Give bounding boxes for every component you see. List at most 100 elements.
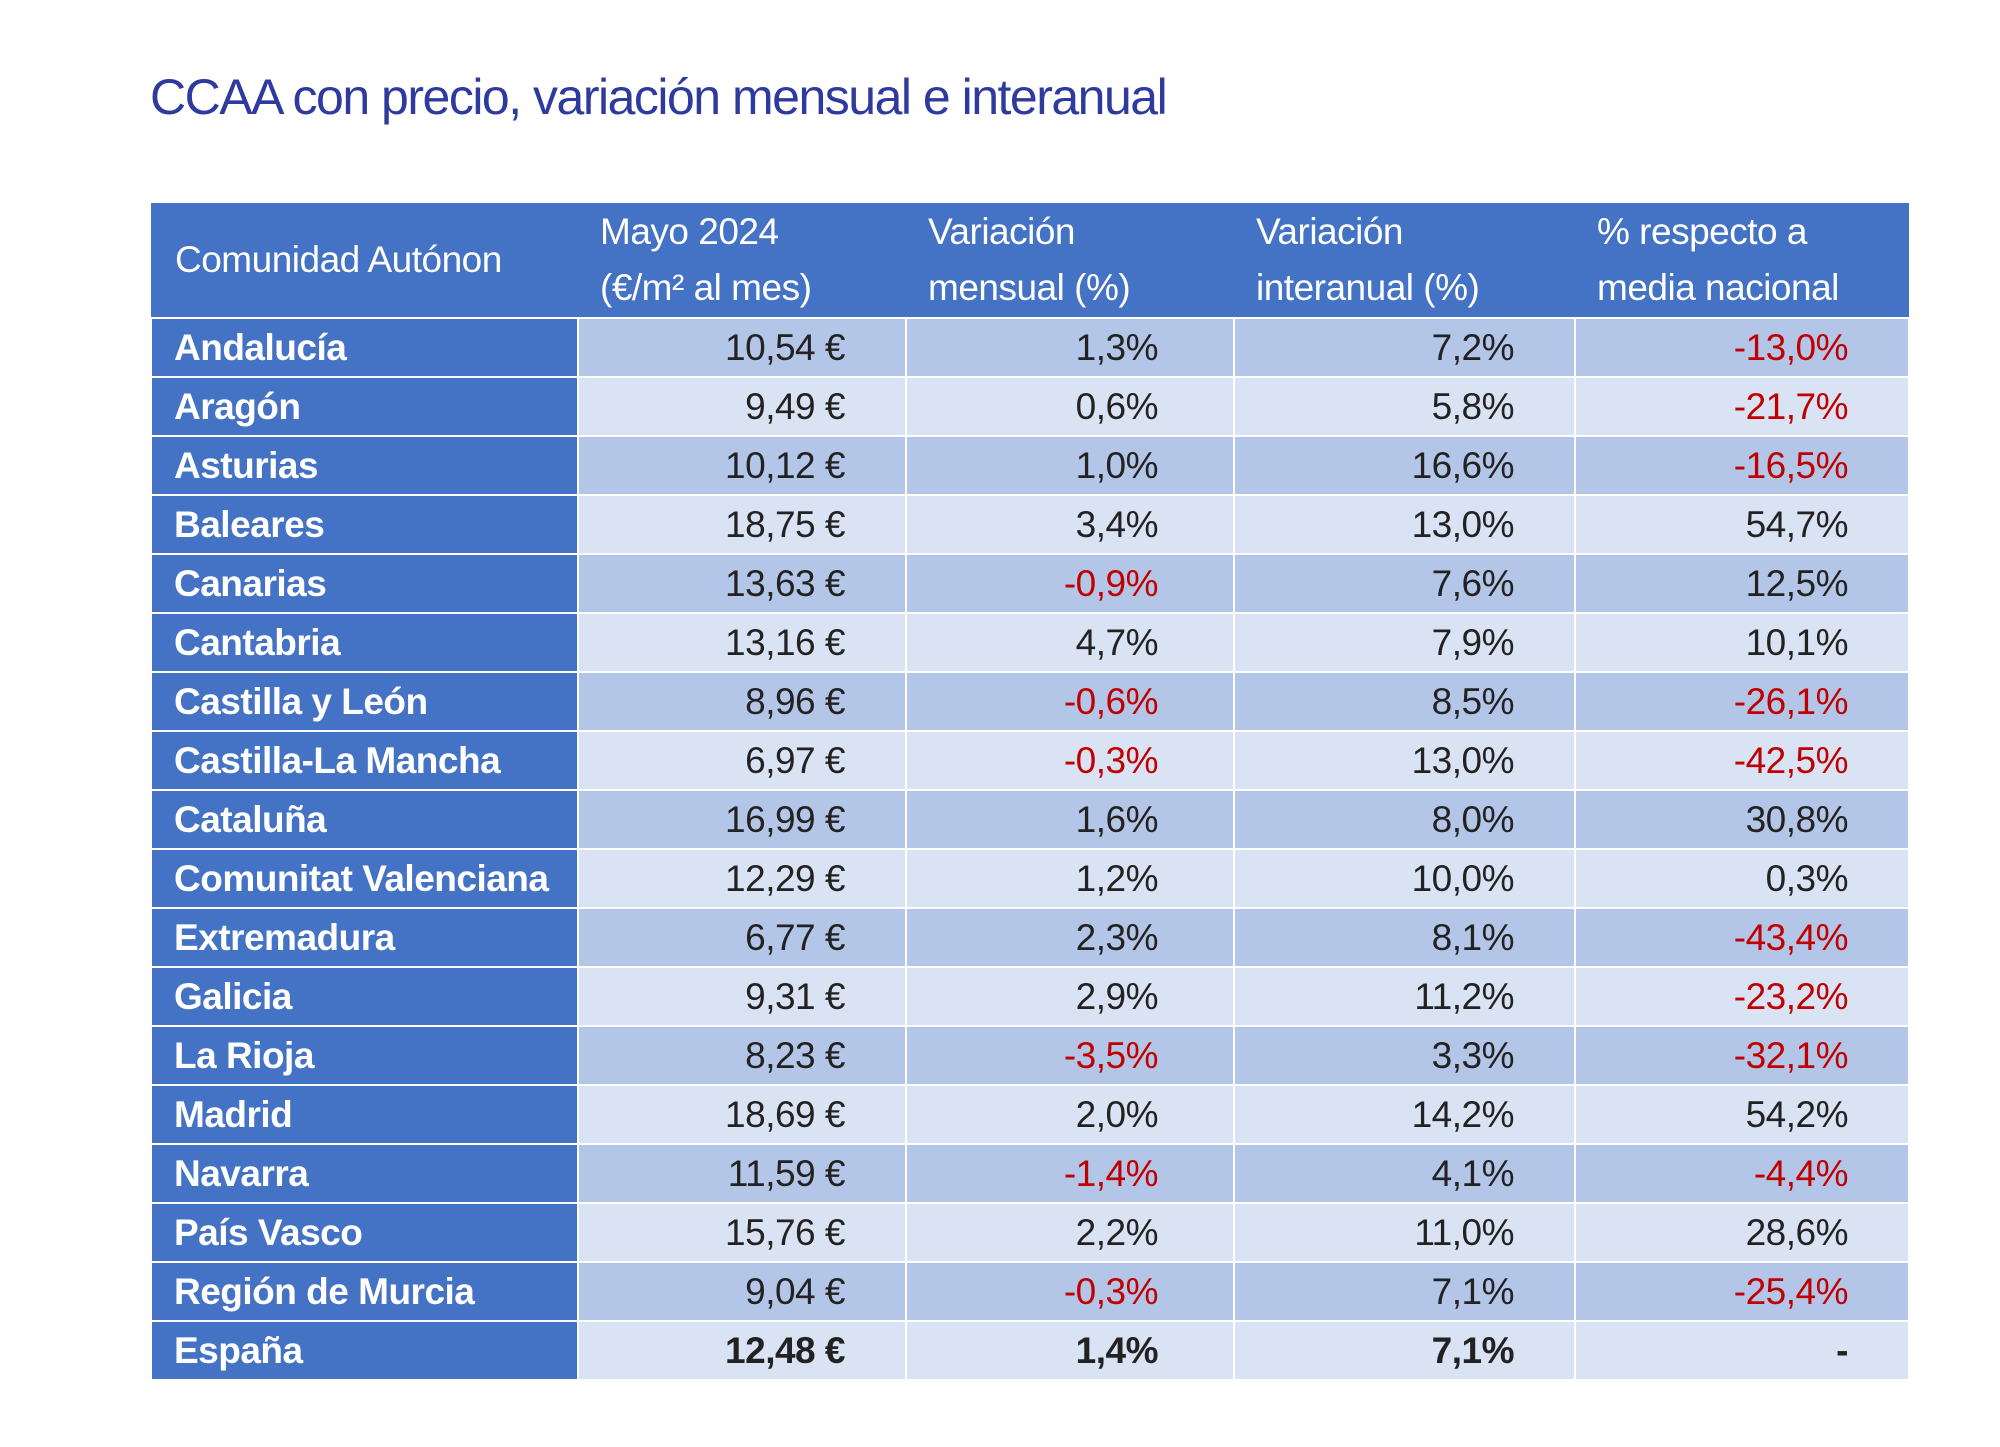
annual-variation-cell: 8,1% <box>1233 907 1576 968</box>
annual-variation-cell: 8,0% <box>1233 789 1576 850</box>
monthly-variation-cell: 0,6% <box>905 376 1235 437</box>
monthly-variation-cell: 4,7% <box>905 612 1235 673</box>
region-name: Región de Murcia <box>150 1261 579 1322</box>
region-name: Galicia <box>150 966 579 1027</box>
annual-variation-cell: 4,1% <box>1233 1143 1576 1204</box>
table-row: Asturias 10,12 €1,0% 16,6% -16,5% <box>150 435 1910 496</box>
region-name: Andalucía <box>150 317 579 378</box>
column-header-line: Mayo 2024 <box>600 211 779 252</box>
vs-national-cell: -4,4% <box>1574 1143 1910 1204</box>
annual-variation-cell: 8,5% <box>1233 671 1576 732</box>
annual-variation-cell: 5,8% <box>1233 376 1576 437</box>
vs-national-cell: -16,5% <box>1574 435 1910 496</box>
column-header-line: (€/m² al mes) <box>600 267 812 308</box>
region-name: Cataluña <box>150 789 579 850</box>
price-cell: 6,77 € <box>577 907 907 968</box>
annual-variation-cell: 3,3% <box>1233 1025 1576 1086</box>
monthly-variation-cell: -0,3% <box>905 1261 1235 1322</box>
monthly-variation-cell: -0,6% <box>905 671 1235 732</box>
annual-variation-cell: 7,2% <box>1233 317 1576 378</box>
price-cell: 6,97 € <box>577 730 907 791</box>
monthly-variation-cell: 2,9% <box>905 966 1235 1027</box>
price-cell: 18,69 € <box>577 1084 907 1145</box>
monthly-variation-cell: -0,9% <box>905 553 1235 614</box>
price-cell: 9,49 € <box>577 376 907 437</box>
region-name: Castilla y León <box>150 671 579 732</box>
table-row: Comunitat Valenciana 12,29 €1,2% 10,0% 0,3% <box>150 848 1910 909</box>
monthly-variation-cell: 2,2% <box>905 1202 1235 1263</box>
region-name: Cantabria <box>150 612 579 673</box>
price-cell: 15,76 € <box>577 1202 907 1263</box>
vs-national-cell: 30,8% <box>1574 789 1910 850</box>
annual-variation-cell: 7,1% <box>1233 1261 1576 1322</box>
annual-variation-cell: 7,9% <box>1233 612 1576 673</box>
table-row: Baleares 18,75 €3,4% 13,0% 54,7% <box>150 494 1910 555</box>
monthly-variation-cell: 1,4% <box>905 1320 1235 1381</box>
page-title: CCAA con precio, variación mensual e int… <box>150 69 1168 125</box>
region-name: País Vasco <box>150 1202 579 1263</box>
annual-variation-cell: 16,6% <box>1233 435 1576 496</box>
monthly-variation-cell: -3,5% <box>905 1025 1235 1086</box>
table-row: Galicia 9,31 €2,9% 11,2% -23,2% <box>150 966 1910 1027</box>
table-row: Aragón 9,49 €0,6% 5,8% -21,7% <box>150 376 1910 437</box>
column-header: Variación mensual (%) <box>906 203 1234 318</box>
price-cell: 13,63 € <box>577 553 907 614</box>
region-name: Asturias <box>150 435 579 496</box>
price-cell: 10,54 € <box>577 317 907 378</box>
table-row: Andalucía 10,54 €1,3% 7,2% -13,0% <box>150 317 1910 378</box>
vs-national-cell: 10,1% <box>1574 612 1910 673</box>
table-row: Cantabria 13,16 €4,7% 7,9% 10,1% <box>150 612 1910 673</box>
annual-variation-cell: 11,0% <box>1233 1202 1576 1263</box>
vs-national-cell: -25,4% <box>1574 1261 1910 1322</box>
vs-national-cell: 54,2% <box>1574 1084 1910 1145</box>
table-header-row: Comunidad Autónon Mayo 2024 (€/m² al mes) V… <box>151 203 1909 318</box>
annual-variation-cell: 7,1% <box>1233 1320 1576 1381</box>
column-header: Mayo 2024 (€/m² al mes) <box>578 203 906 318</box>
table-row: Cataluña 16,99 €1,6% 8,0% 30,8% <box>150 789 1910 850</box>
annual-variation-cell: 7,6% <box>1233 553 1576 614</box>
vs-national-cell: -13,0% <box>1574 317 1910 378</box>
table-row: Extremadura 6,77 €2,3% 8,1% -43,4% <box>150 907 1910 968</box>
column-header-line: Variación <box>1256 211 1404 252</box>
price-cell: 8,96 € <box>577 671 907 732</box>
column-header-line: Comunidad Autónon <box>175 239 502 280</box>
column-header: Comunidad Autónon <box>151 203 578 318</box>
region-name: Castilla-La Mancha <box>150 730 579 791</box>
price-cell: 10,12 € <box>577 435 907 496</box>
price-cell: 13,16 € <box>577 612 907 673</box>
annual-variation-cell: 10,0% <box>1233 848 1576 909</box>
monthly-variation-cell: 2,3% <box>905 907 1235 968</box>
column-header-line: mensual (%) <box>928 267 1131 308</box>
monthly-variation-cell: 1,0% <box>905 435 1235 496</box>
monthly-variation-cell: -1,4% <box>905 1143 1235 1204</box>
table-row: Región de Murcia 9,04 € -0,3% 7,1% -25,4% <box>150 1261 1910 1322</box>
table-row: País Vasco 15,76 €2,2% 11,0% 28,6% <box>150 1202 1910 1263</box>
column-header-line: Variación <box>928 211 1076 252</box>
price-cell: 12,29 € <box>577 848 907 909</box>
region-name: Canarias <box>150 553 579 614</box>
vs-national-cell: 0,3% <box>1574 848 1910 909</box>
column-header-line: media nacional <box>1597 267 1839 308</box>
monthly-variation-cell: 1,2% <box>905 848 1235 909</box>
column-header: % respecto a media nacional <box>1575 203 1909 318</box>
vs-national-cell: -42,5% <box>1574 730 1910 791</box>
price-cell: 8,23 € <box>577 1025 907 1086</box>
annual-variation-cell: 11,2% <box>1233 966 1576 1027</box>
vs-national-cell: -21,7% <box>1574 376 1910 437</box>
price-cell: 18,75 € <box>577 494 907 555</box>
table-row: Madrid 18,69 €2,0% 14,2% 54,2% <box>150 1084 1910 1145</box>
vs-national-cell: -32,1% <box>1574 1025 1910 1086</box>
vs-national-cell: 28,6% <box>1574 1202 1910 1263</box>
table-row: Castilla-La Mancha 6,97 € -0,3% 13,0% -42,5% <box>150 730 1910 791</box>
monthly-variation-cell: 3,4% <box>905 494 1235 555</box>
region-name: Comunitat Valenciana <box>150 848 579 909</box>
price-cell: 11,59 € <box>577 1143 907 1204</box>
region-name: Extremadura <box>150 907 579 968</box>
table-row: La Rioja 8,23 € -3,5% 3,3% -32,1% <box>150 1025 1910 1086</box>
column-header-line: % respecto a <box>1597 211 1807 252</box>
monthly-variation-cell: 1,3% <box>905 317 1235 378</box>
table-row: Navarra 11,59 € -1,4% 4,1% -4,4% <box>150 1143 1910 1204</box>
ccaa-price-table: Comunidad Autónon Mayo 2024 (€/m² al mes) V… <box>150 203 1910 1381</box>
table-row: Castilla y León 8,96 € -0,6% 8,5% -26,1% <box>150 671 1910 732</box>
price-cell: 9,04 € <box>577 1261 907 1322</box>
